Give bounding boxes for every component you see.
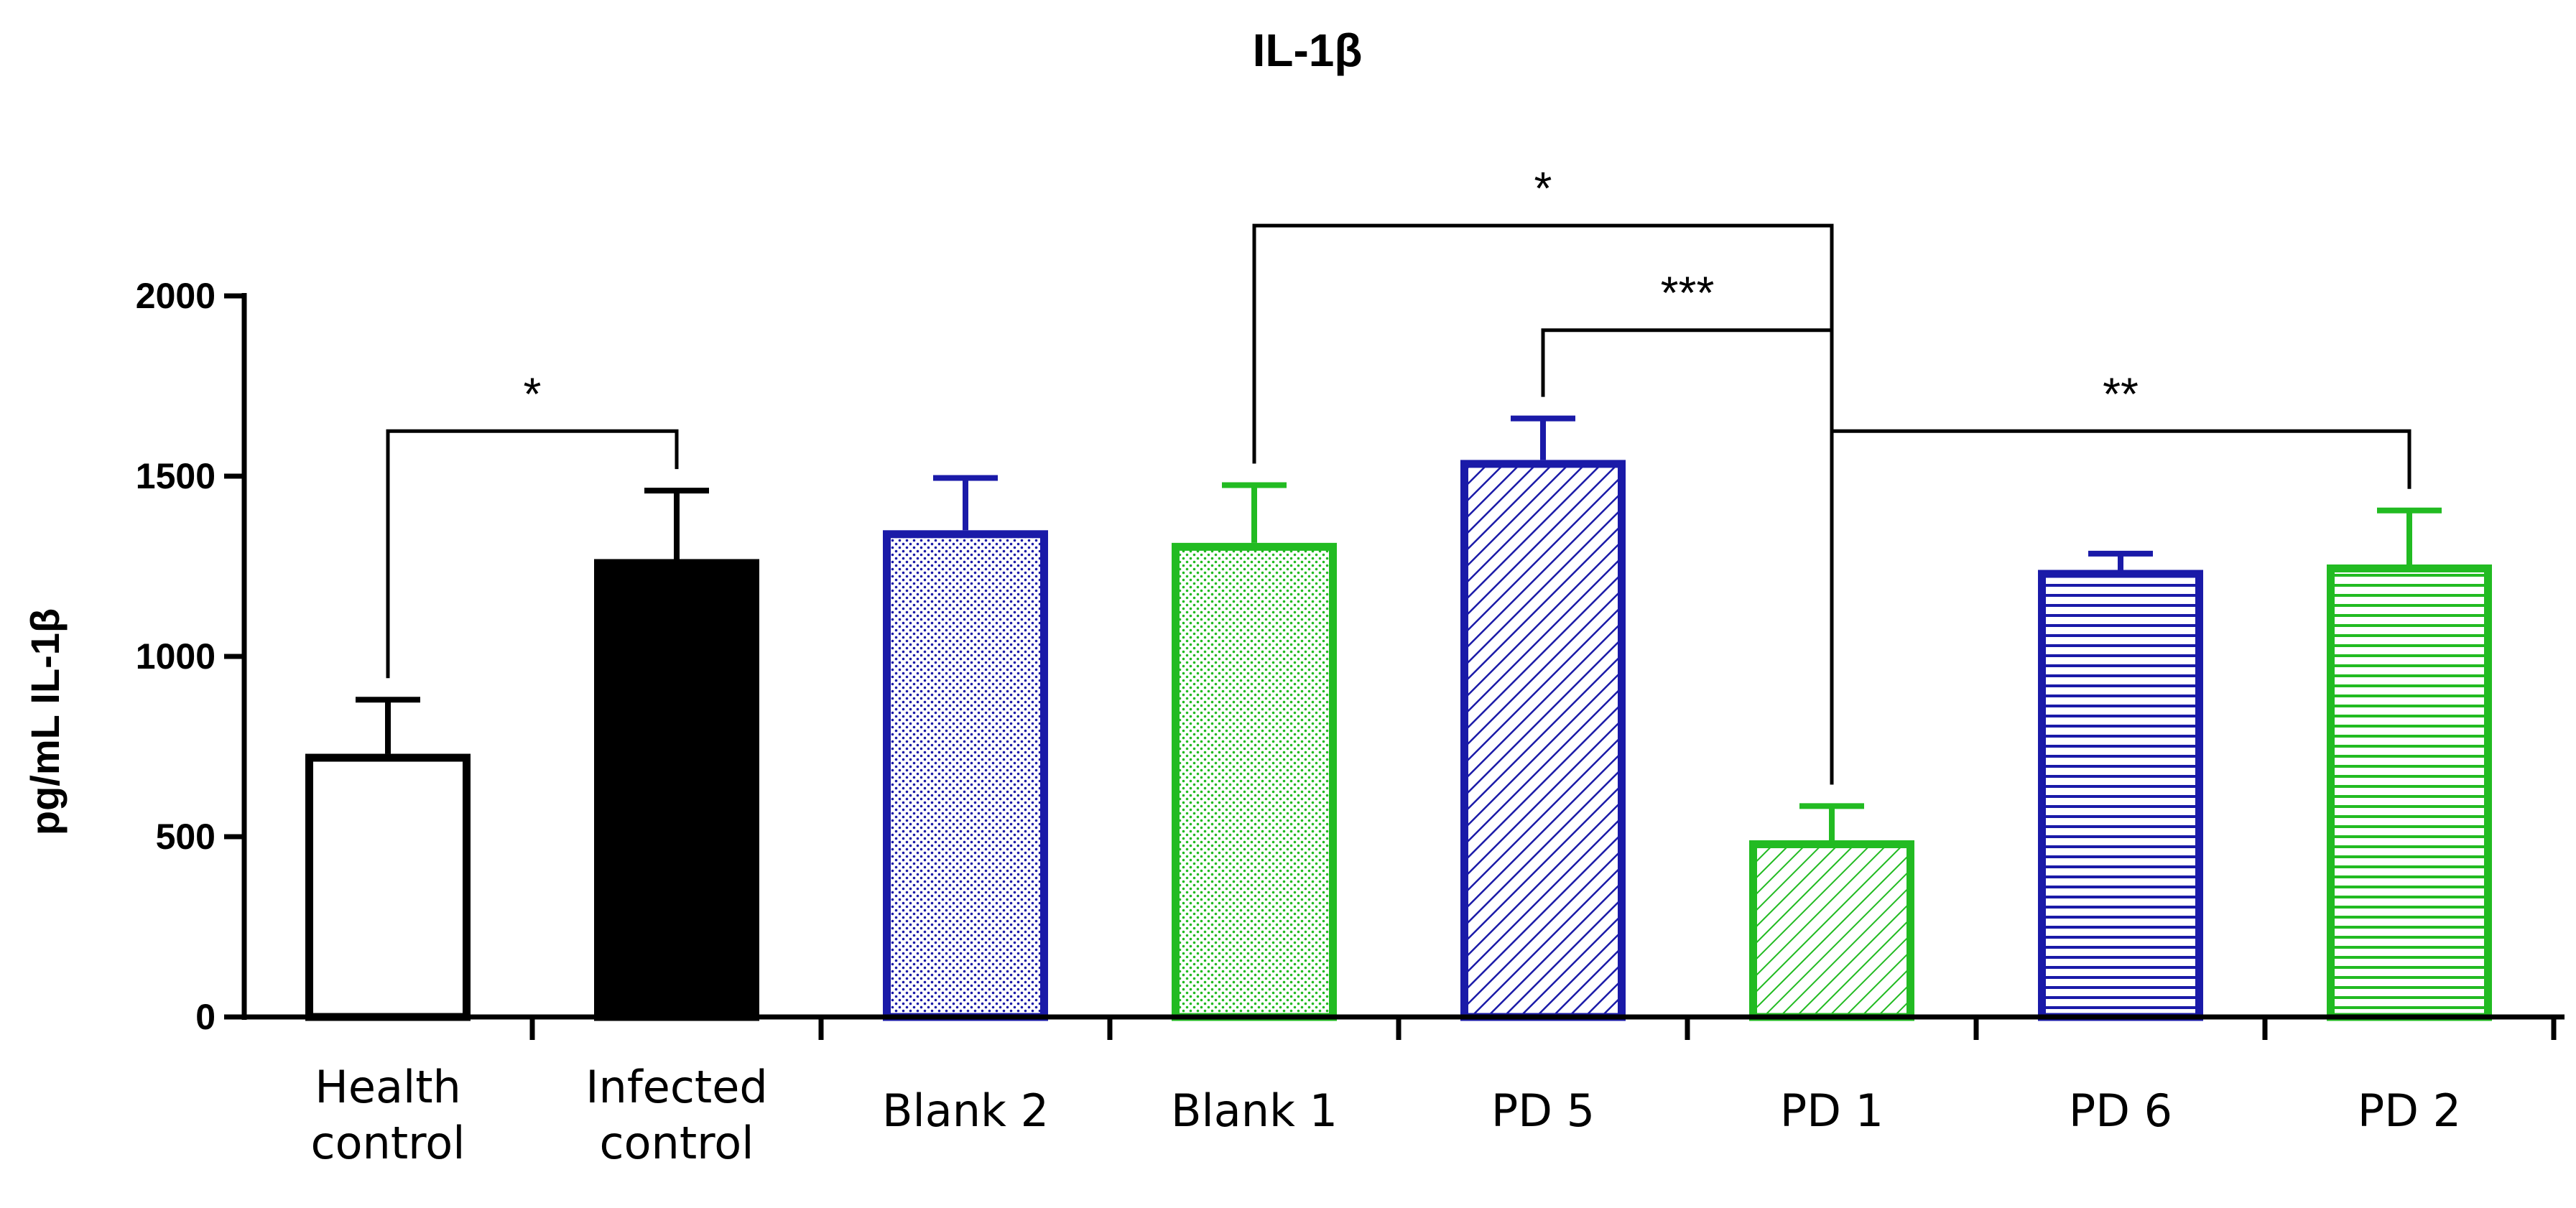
bar-4 (1172, 542, 1337, 1021)
y-tick-label-0: 0 (195, 997, 216, 1037)
significance-label-2: * (1534, 162, 1552, 214)
significance-label-1: * (524, 368, 542, 419)
bar-5 (1460, 460, 1626, 1021)
significance-label-3: *** (1661, 267, 1715, 319)
x-tick-label-7: PD 6 (2069, 1084, 2172, 1137)
significance-bracket-4 (1830, 429, 2411, 785)
y-tick-label-2000: 2000 (136, 276, 216, 316)
bar-6 (1749, 840, 1914, 1021)
y-tick-label-1000: 1000 (136, 636, 216, 677)
x-tick-label-2: Infected control (585, 1061, 767, 1169)
x-tick-label-6: PD 1 (1780, 1084, 1884, 1137)
x-tick-label-3: Blank 2 (882, 1084, 1049, 1137)
bar-7 (2038, 570, 2203, 1021)
y-axis-label: pg/mL IL-1β (22, 608, 68, 835)
bar-1 (305, 753, 471, 1021)
x-tick-label-4: Blank 1 (1171, 1084, 1338, 1137)
bar-3 (883, 530, 1048, 1021)
x-tick-label-8: PD 2 (2358, 1084, 2461, 1137)
bar-8 (2327, 564, 2492, 1021)
significance-label-4: ** (2103, 368, 2139, 419)
bar-2 (594, 559, 759, 1021)
significance-bracket-1 (386, 429, 679, 679)
x-tick-label-5: PD 5 (1491, 1084, 1595, 1137)
chart-title: IL-1β (1253, 24, 1363, 76)
y-tick-label-500: 500 (156, 817, 216, 857)
x-tick-label-1: Health control (311, 1061, 465, 1169)
y-tick-label-1500: 1500 (136, 456, 216, 496)
